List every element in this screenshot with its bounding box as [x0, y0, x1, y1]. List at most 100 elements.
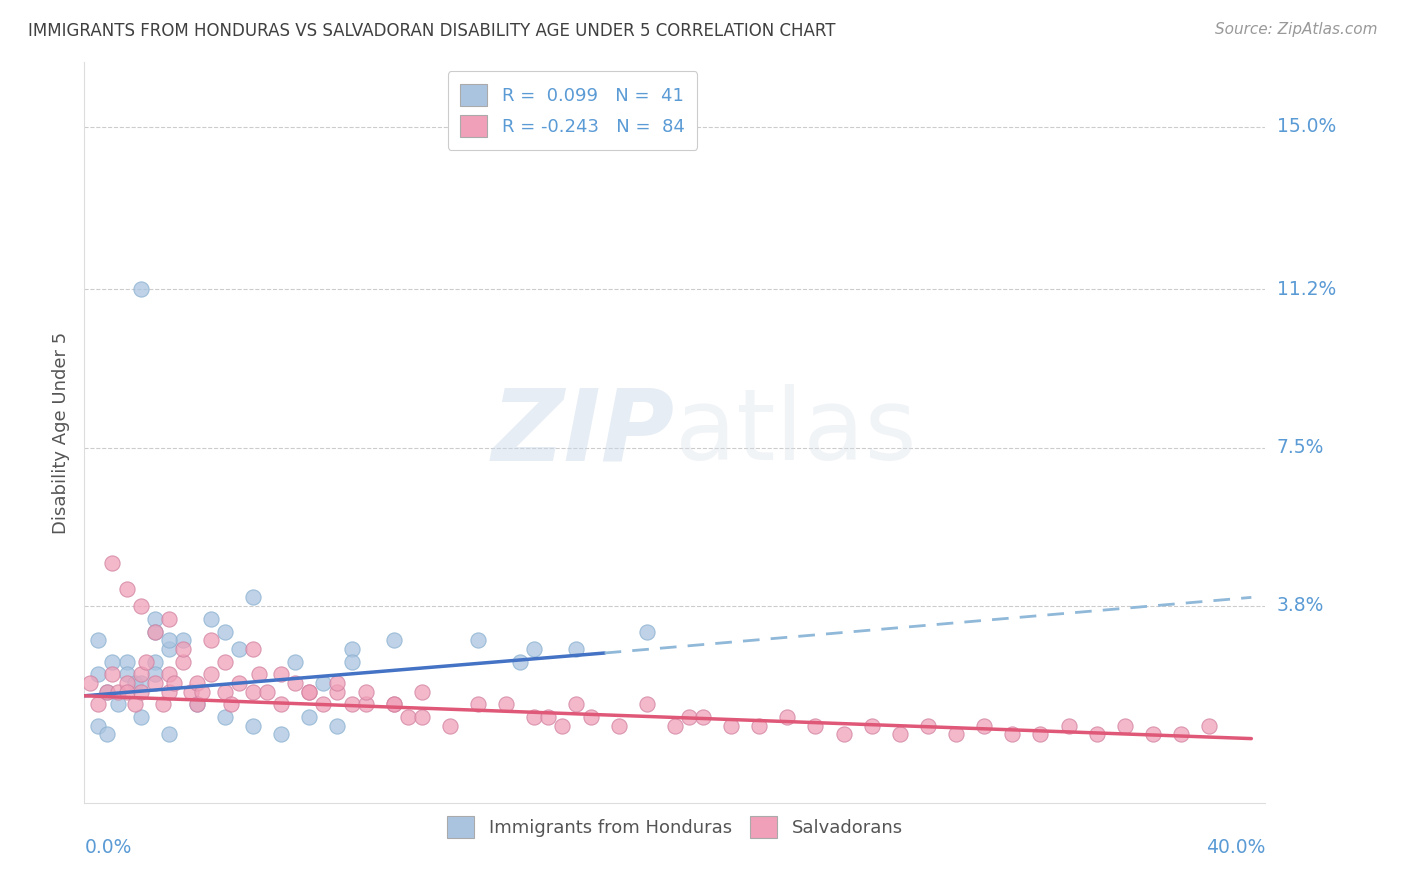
Point: [228, 676, 250, 690]
Text: atlas: atlas: [675, 384, 917, 481]
Point: [214, 655, 236, 669]
Point: [354, 684, 377, 698]
Point: [326, 676, 349, 690]
Point: [945, 727, 967, 741]
Point: [101, 667, 124, 681]
Text: 3.8%: 3.8%: [1277, 597, 1324, 615]
Point: [163, 676, 186, 690]
Point: [973, 719, 995, 733]
Text: ZIP: ZIP: [492, 384, 675, 481]
Point: [115, 684, 138, 698]
Legend: Immigrants from Honduras, Salvadorans: Immigrants from Honduras, Salvadorans: [436, 805, 914, 849]
Point: [467, 633, 489, 648]
Point: [157, 633, 180, 648]
Point: [143, 676, 166, 690]
Point: [748, 719, 770, 733]
Point: [636, 698, 658, 712]
Point: [101, 655, 124, 669]
Point: [382, 698, 405, 712]
Point: [551, 719, 574, 733]
Point: [340, 655, 363, 669]
Point: [523, 641, 546, 656]
Point: [157, 641, 180, 656]
Point: [143, 612, 166, 626]
Point: [143, 667, 166, 681]
Point: [354, 698, 377, 712]
Point: [298, 684, 321, 698]
Text: 11.2%: 11.2%: [1277, 280, 1336, 299]
Point: [96, 684, 118, 698]
Point: [247, 667, 270, 681]
Point: [214, 624, 236, 639]
Point: [298, 710, 321, 724]
Point: [172, 633, 194, 648]
Point: [200, 612, 222, 626]
Point: [284, 655, 307, 669]
Point: [678, 710, 700, 724]
Point: [200, 633, 222, 648]
Point: [579, 710, 602, 724]
Y-axis label: Disability Age Under 5: Disability Age Under 5: [52, 332, 70, 533]
Point: [115, 667, 138, 681]
Point: [101, 556, 124, 570]
Point: [565, 698, 588, 712]
Point: [270, 698, 292, 712]
Text: 40.0%: 40.0%: [1206, 838, 1265, 856]
Point: [889, 727, 911, 741]
Point: [129, 676, 152, 690]
Point: [242, 591, 264, 605]
Point: [186, 698, 208, 712]
Point: [382, 633, 405, 648]
Text: IMMIGRANTS FROM HONDURAS VS SALVADORAN DISABILITY AGE UNDER 5 CORRELATION CHART: IMMIGRANTS FROM HONDURAS VS SALVADORAN D…: [28, 22, 835, 40]
Point: [129, 599, 152, 613]
Point: [917, 719, 939, 733]
Point: [96, 727, 118, 741]
Point: [720, 719, 742, 733]
Point: [87, 719, 110, 733]
Point: [129, 684, 152, 698]
Point: [1029, 727, 1052, 741]
Point: [214, 684, 236, 698]
Point: [107, 684, 129, 698]
Point: [860, 719, 883, 733]
Point: [1001, 727, 1024, 741]
Point: [411, 684, 433, 698]
Point: [636, 624, 658, 639]
Text: 15.0%: 15.0%: [1277, 117, 1336, 136]
Point: [298, 684, 321, 698]
Point: [692, 710, 714, 724]
Point: [115, 676, 138, 690]
Point: [832, 727, 855, 741]
Point: [172, 641, 194, 656]
Point: [776, 710, 799, 724]
Point: [411, 710, 433, 724]
Point: [157, 612, 180, 626]
Point: [152, 698, 174, 712]
Point: [87, 667, 110, 681]
Point: [79, 676, 101, 690]
Point: [157, 727, 180, 741]
Point: [214, 710, 236, 724]
Point: [135, 655, 157, 669]
Text: Source: ZipAtlas.com: Source: ZipAtlas.com: [1215, 22, 1378, 37]
Text: 7.5%: 7.5%: [1277, 438, 1324, 457]
Point: [1198, 719, 1220, 733]
Point: [143, 624, 166, 639]
Point: [219, 698, 242, 712]
Point: [124, 698, 146, 712]
Point: [326, 684, 349, 698]
Point: [1085, 727, 1108, 741]
Point: [256, 684, 278, 698]
Point: [180, 684, 202, 698]
Point: [143, 655, 166, 669]
Point: [607, 719, 630, 733]
Point: [664, 719, 686, 733]
Point: [129, 667, 152, 681]
Point: [1142, 727, 1164, 741]
Point: [157, 667, 180, 681]
Point: [1057, 719, 1080, 733]
Point: [157, 684, 180, 698]
Point: [200, 667, 222, 681]
Point: [87, 698, 110, 712]
Point: [382, 698, 405, 712]
